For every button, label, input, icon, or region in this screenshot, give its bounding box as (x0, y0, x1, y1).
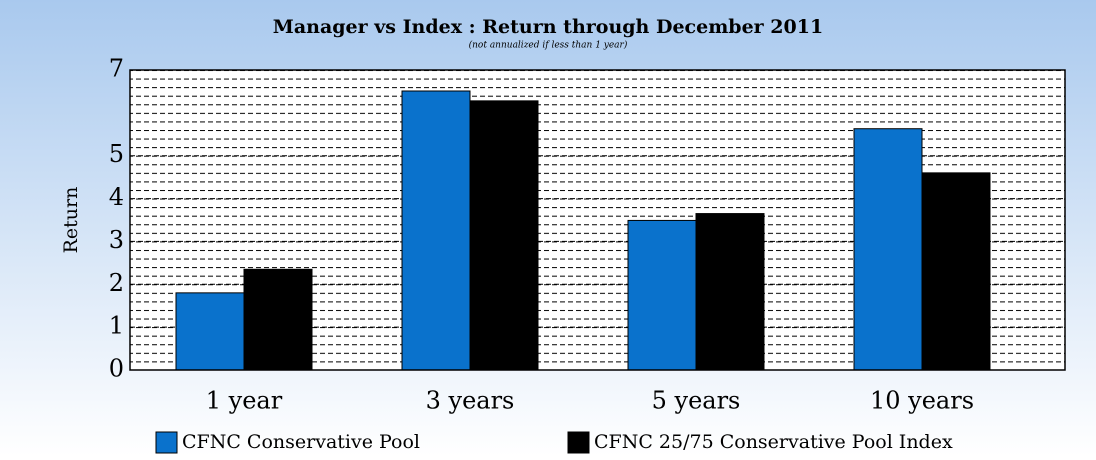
bar (627, 219, 697, 371)
y-tick-label: 1 (109, 312, 124, 340)
y-tick-label: 4 (109, 183, 124, 211)
bar (401, 90, 471, 371)
y-tick-label: 2 (109, 269, 124, 297)
bar (243, 268, 313, 371)
legend-label: CFNC Conservative Pool (182, 431, 420, 453)
bar (695, 213, 765, 371)
y-tick-label: 5 (109, 140, 124, 168)
x-tick-label: 1 year (206, 387, 283, 415)
plot-border (129, 69, 1066, 371)
bar (921, 172, 991, 371)
y-axis-label: Return (60, 187, 82, 254)
chart-subtitle: (not annualized if less than 1 year) (469, 40, 628, 51)
y-tick-label: 7 (109, 55, 124, 83)
y-tick-label: 3 (109, 226, 124, 254)
legend-swatch (567, 431, 590, 454)
y-tick-label: 0 (109, 355, 124, 383)
legend-label: CFNC 25/75 Conservative Pool Index (594, 431, 953, 453)
x-tick-label: 10 years (870, 387, 974, 415)
chart-title: Manager vs Index : Return through Decemb… (273, 16, 823, 38)
bar (175, 292, 245, 371)
legend-swatch (155, 431, 178, 454)
bar (853, 128, 923, 371)
bar (469, 100, 539, 371)
x-tick-label: 3 years (426, 387, 515, 415)
x-tick-label: 5 years (652, 387, 741, 415)
